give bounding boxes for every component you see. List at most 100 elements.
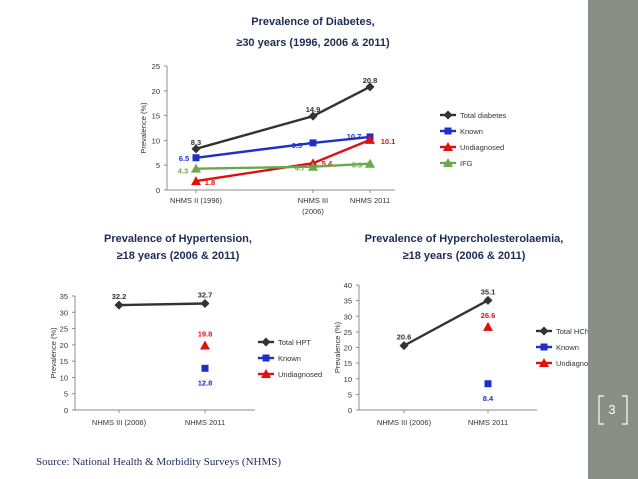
legend-label: Known bbox=[460, 127, 483, 136]
data-label: 10.7 bbox=[347, 132, 362, 141]
legend-marker bbox=[539, 326, 549, 336]
chart-hypertension: Prevalence of Hypertension, ≥18 years (20… bbox=[49, 233, 322, 427]
legend-label: IFG bbox=[460, 159, 473, 168]
chart-title-line: Prevalence of Hypertension, bbox=[104, 233, 252, 245]
legend-label: Undiagnosed bbox=[460, 143, 504, 152]
series-total-diabetes: 8.3 14.9 20.8 bbox=[191, 76, 378, 154]
y-tick-label: 20 bbox=[152, 87, 160, 96]
y-tick-label: 15 bbox=[344, 359, 352, 368]
legend-label: Total diabetes bbox=[460, 111, 507, 120]
series-known: 8.4 bbox=[483, 380, 494, 403]
series-undiagnosed: 26.6 bbox=[481, 311, 496, 331]
y-tick-label: 15 bbox=[60, 357, 68, 366]
data-point-marker bbox=[365, 134, 375, 144]
page-number-bracket-icon bbox=[598, 395, 628, 425]
series-total-hpt: 32.2 32.7 bbox=[112, 290, 212, 310]
legend: Total HPT Known Undiagnosed bbox=[258, 337, 322, 379]
legend-label: Known bbox=[556, 343, 579, 352]
x-tick-label: NHMS 2011 bbox=[468, 418, 508, 427]
data-point-marker bbox=[484, 380, 492, 388]
data-label: 5.3 bbox=[352, 161, 362, 170]
series-ifg: 4.3 4.7 5.3 bbox=[178, 158, 375, 176]
legend-item: Total diabetes bbox=[440, 110, 507, 120]
legend-item: IFG bbox=[440, 158, 473, 168]
data-point-marker bbox=[483, 295, 493, 305]
data-label: 8.3 bbox=[191, 138, 201, 147]
data-label: 8.4 bbox=[483, 394, 494, 403]
legend: Total diabetes Known Undiagnosed IFG bbox=[440, 110, 507, 168]
x-tick-label: NHMS 2011 bbox=[350, 196, 390, 205]
series-line bbox=[403, 299, 489, 347]
y-tick-label: 15 bbox=[152, 112, 160, 121]
legend-marker bbox=[540, 343, 548, 351]
legend-marker bbox=[444, 127, 452, 135]
y-tick-label: 10 bbox=[344, 375, 352, 384]
data-point-marker bbox=[191, 176, 201, 186]
data-point-marker bbox=[309, 139, 317, 147]
legend-item: Undiagnosed bbox=[536, 358, 600, 368]
legend-item: Known bbox=[440, 127, 483, 136]
legend-marker bbox=[262, 354, 270, 362]
data-label: 4.7 bbox=[295, 164, 305, 173]
chart-diabetes: Prevalence of Diabetes, ≥30 years (1996, … bbox=[139, 16, 507, 216]
y-tick-label: 5 bbox=[156, 161, 160, 170]
legend-marker bbox=[443, 158, 453, 167]
data-point-marker bbox=[365, 82, 375, 92]
series-undiagnosed: 19.8 bbox=[198, 330, 212, 350]
legend-marker bbox=[261, 337, 271, 347]
series-total-hchol: 20.6 35.1 bbox=[397, 287, 496, 351]
chart-title-line: ≥18 years (2006 & 2011) bbox=[117, 250, 240, 262]
y-tick-label: 0 bbox=[348, 406, 352, 415]
y-tick-label: 0 bbox=[156, 186, 160, 195]
data-label: 1.8 bbox=[205, 178, 215, 187]
y-tick-label: 20 bbox=[60, 341, 68, 350]
y-tick-label: 0 bbox=[64, 406, 68, 415]
x-tick-label: NHMS III (2006) bbox=[377, 418, 432, 427]
data-point-marker bbox=[192, 154, 200, 162]
legend-marker bbox=[443, 110, 453, 120]
legend-item: Undiagnosed bbox=[258, 369, 322, 379]
data-point-marker bbox=[399, 341, 409, 351]
y-tick-label: 5 bbox=[64, 390, 68, 399]
data-label: 14.9 bbox=[306, 105, 321, 114]
source-footnote: Source: National Health & Morbidity Surv… bbox=[36, 456, 282, 468]
data-point-marker bbox=[201, 364, 209, 372]
x-tick-label: NHMS 2011 bbox=[185, 418, 225, 427]
y-tick-label: 25 bbox=[344, 328, 352, 337]
chart-title-line: ≥18 years (2006 & 2011) bbox=[403, 250, 526, 262]
data-point-marker bbox=[200, 298, 210, 308]
legend-label: Undiagnosed bbox=[556, 359, 600, 368]
legend-label: Total HPT bbox=[278, 338, 311, 347]
x-tick-label: NHMS III (2006) bbox=[298, 196, 328, 216]
legend-label: Total HChol bbox=[556, 327, 595, 336]
chart-hypercholesterolaemia: Prevalence of Hypercholesterolaemia, ≥18 … bbox=[333, 233, 600, 427]
legend-item: Total HChol bbox=[536, 326, 595, 336]
series-line bbox=[195, 135, 371, 159]
x-tick-label-line: (2006) bbox=[302, 207, 324, 216]
y-axis-label: Prevalence (%) bbox=[49, 327, 58, 379]
data-point-marker bbox=[308, 111, 318, 121]
y-tick-label: 35 bbox=[60, 292, 68, 301]
y-axis-label: Prevalence (%) bbox=[333, 321, 342, 373]
data-point-marker bbox=[114, 300, 124, 310]
y-tick-label: 25 bbox=[152, 62, 160, 71]
legend-label: Undiagnosed bbox=[278, 370, 322, 379]
data-label: 4.3 bbox=[178, 167, 188, 176]
data-label: 32.2 bbox=[112, 292, 127, 301]
legend-marker bbox=[261, 369, 271, 378]
series-known: 12.8 bbox=[198, 364, 212, 387]
data-point-marker bbox=[191, 163, 201, 173]
data-label: 10.1 bbox=[381, 137, 396, 146]
x-tick-label: NHMS II (1996) bbox=[170, 196, 223, 205]
data-label: 20.8 bbox=[363, 76, 378, 85]
data-label: 26.6 bbox=[481, 311, 496, 320]
data-point-marker bbox=[308, 161, 318, 171]
data-point-marker bbox=[191, 144, 201, 154]
legend-marker bbox=[443, 142, 453, 151]
y-tick-label: 10 bbox=[60, 373, 68, 382]
y-tick-label: 10 bbox=[152, 136, 160, 145]
data-point-marker bbox=[483, 321, 493, 331]
legend-marker bbox=[539, 358, 549, 367]
data-label: 35.1 bbox=[481, 287, 496, 296]
